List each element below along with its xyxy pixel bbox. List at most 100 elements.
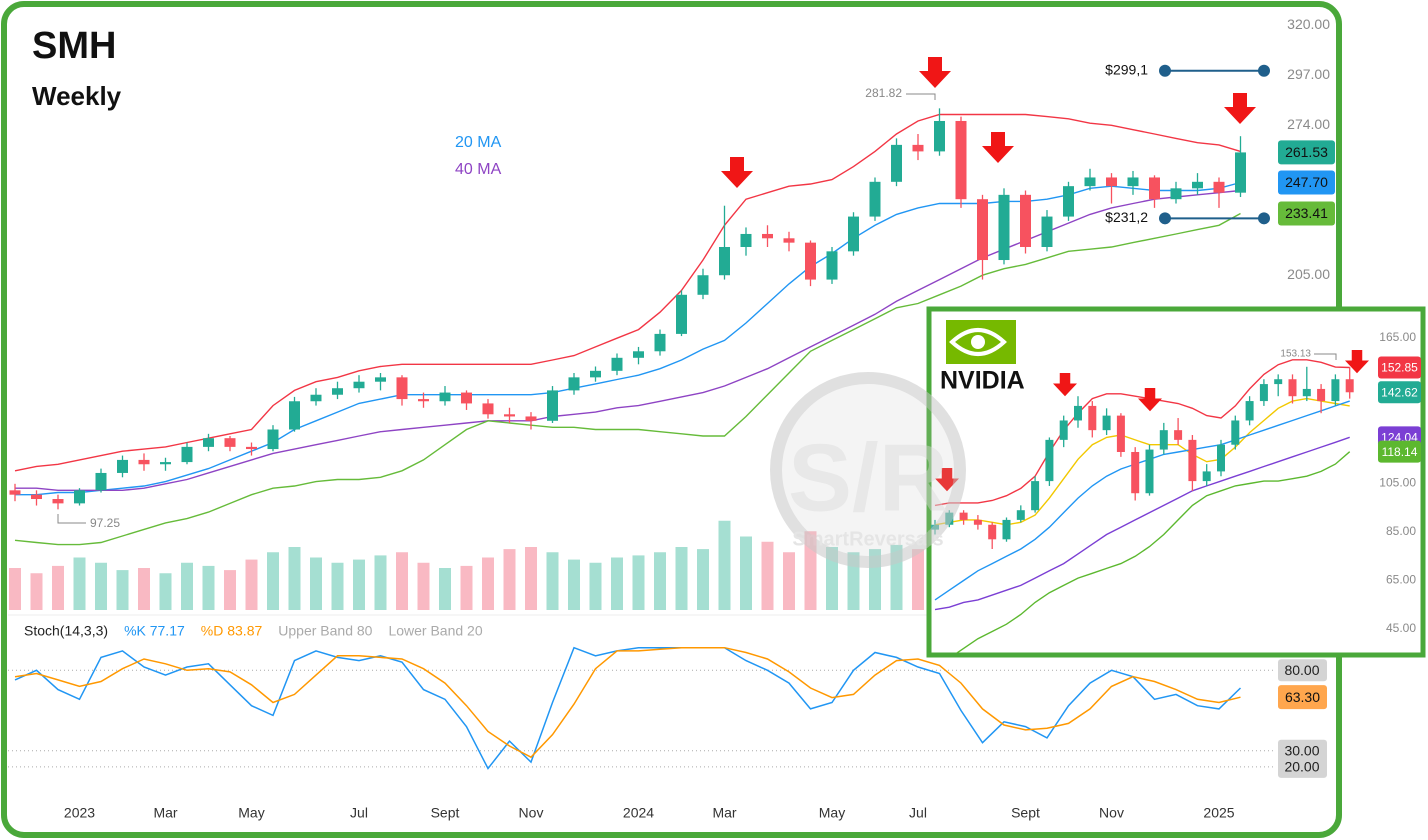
y-tick-label: 85.00: [1386, 524, 1416, 538]
y-tick-label: 20.00: [1284, 759, 1319, 775]
candle-body: [1259, 384, 1268, 402]
candle-body: [1116, 415, 1125, 452]
candle-body: [611, 357, 623, 371]
y-tick-label: 205.00: [1287, 266, 1330, 282]
candle-body: [934, 120, 945, 152]
candle-body: [181, 446, 193, 463]
candle-body: [439, 392, 451, 402]
y-tick-box: [1278, 659, 1327, 682]
volume-bar: [417, 562, 430, 610]
series-line: [955, 451, 1351, 653]
candle-body: [676, 294, 687, 334]
x-tick-label: Sept: [431, 805, 460, 821]
price-tag: [1378, 381, 1421, 404]
inset-axis: 165.00 105.00 85.00 65.00 45.00 152.85 142.62 1…: [1280, 330, 1421, 635]
candle-body: [1174, 430, 1183, 440]
candle-body: [1213, 181, 1225, 193]
candle-body: [1331, 379, 1340, 402]
candle-body: [988, 524, 997, 540]
candle-body: [1170, 188, 1182, 200]
series-line: [934, 359, 1350, 507]
volume-bar: [181, 562, 193, 610]
volume-bar: [224, 570, 236, 610]
level-end: [1159, 64, 1171, 77]
volume-bar: [783, 552, 795, 610]
candle-body: [74, 490, 85, 504]
volume-bar: [310, 557, 322, 610]
watermark-ring: [770, 372, 966, 568]
candle-body: [1031, 481, 1040, 511]
volume-bar: [353, 559, 365, 610]
chart-title: SMH: [32, 25, 116, 67]
candle-body: [1020, 194, 1031, 247]
price-tag-label: 261.53: [1285, 144, 1328, 160]
volume-bar: [439, 568, 451, 610]
candle-body: [1016, 510, 1025, 520]
volume-bar: [159, 573, 172, 610]
candle-body: [310, 394, 322, 402]
candle-body: [267, 429, 279, 450]
candle-body: [719, 246, 730, 276]
candle-body: [1131, 451, 1140, 494]
candle-body: [547, 390, 558, 421]
candle-body: [762, 233, 773, 239]
candle-body: [891, 144, 902, 182]
price-tag: [1378, 440, 1421, 463]
candle-body: [482, 403, 494, 415]
volume-bar: [116, 570, 129, 610]
nvidia-logo-pupil: [971, 335, 985, 349]
y-tick-label: 80.00: [1284, 662, 1319, 678]
volume-bar: [138, 568, 150, 610]
y-tick-label: 65.00: [1386, 573, 1416, 587]
candle-body: [224, 438, 236, 447]
stoch-legend: Stoch(14,3,3): [24, 623, 108, 639]
level-label: $299,1: [1105, 61, 1148, 77]
x-tick-label: May: [819, 805, 845, 821]
volume-bar: [73, 557, 86, 610]
inset-plot: [931, 359, 1354, 653]
candle-body: [1074, 405, 1082, 421]
price-tag: [1278, 140, 1335, 165]
stoch-legend: %D 83.87: [201, 623, 263, 639]
level-label: $231,2: [1105, 209, 1148, 225]
candle-body: [461, 392, 472, 404]
candle-body: [31, 494, 42, 500]
candle-body: [9, 490, 21, 495]
volume-bar: [396, 552, 408, 610]
candle-body: [1192, 181, 1203, 189]
level-end: [1159, 212, 1171, 225]
series-line: [934, 400, 1350, 601]
candle-body: [289, 401, 300, 430]
low-connector: [57, 514, 86, 524]
candle-body: [977, 199, 988, 261]
volume-bar: [460, 565, 473, 610]
candle-body: [1084, 177, 1096, 187]
volume-bar: [654, 552, 666, 610]
x-tick-label: Jul: [350, 805, 368, 821]
series-line: [15, 189, 1241, 491]
volume-bar: [546, 552, 559, 610]
volume-bar: [589, 562, 602, 610]
y-tick-label: 297.00: [1287, 66, 1330, 82]
volume-bar: [503, 549, 516, 610]
series-line: [14, 113, 1241, 472]
candle-body: [959, 512, 968, 520]
series-line: [15, 181, 1241, 496]
high-label: 281.82: [865, 86, 902, 100]
candle-body: [246, 446, 257, 450]
price-tag: [1278, 201, 1335, 226]
price-tag-label: 233.41: [1285, 205, 1328, 221]
candle-body: [1145, 449, 1154, 494]
x-tick-label: Jul: [909, 805, 927, 821]
candle-body: [396, 377, 408, 400]
watermark-text: SmartReversals: [792, 528, 943, 550]
x-tick-label: Sept: [1011, 805, 1040, 821]
y-tick-label: 320.00: [1287, 16, 1330, 32]
volume-bar: [568, 559, 580, 610]
level-end: [1258, 212, 1270, 225]
y-tick-box: [1278, 755, 1327, 778]
candle-body: [912, 144, 924, 152]
low-label: 97.25: [90, 516, 120, 530]
